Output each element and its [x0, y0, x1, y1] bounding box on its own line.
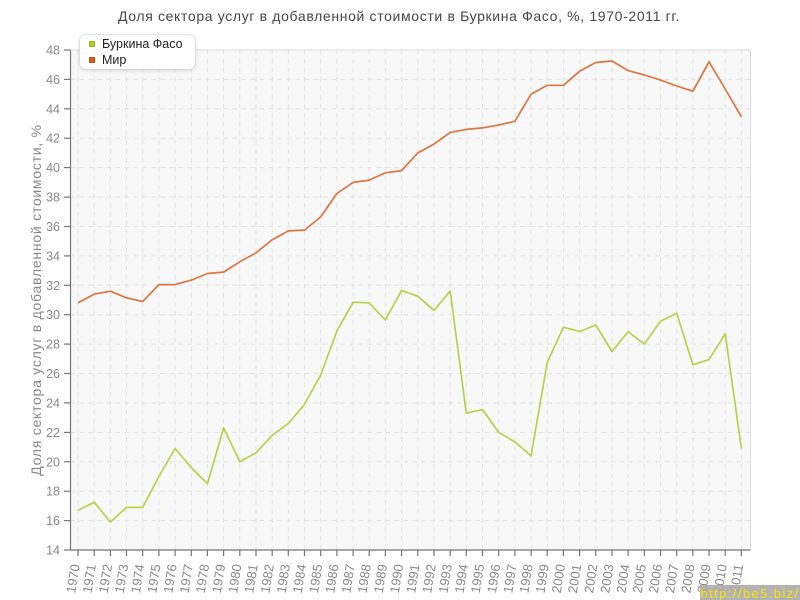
svg-text:1978: 1978 [193, 563, 212, 594]
svg-text:1970: 1970 [63, 563, 82, 594]
svg-text:2003: 2003 [597, 563, 616, 594]
svg-text:1999: 1999 [533, 563, 552, 594]
svg-text:1992: 1992 [419, 563, 438, 594]
svg-text:1986: 1986 [322, 563, 341, 594]
svg-text:1990: 1990 [387, 563, 406, 594]
svg-text:2002: 2002 [581, 563, 600, 594]
svg-text:1989: 1989 [371, 563, 390, 594]
svg-text:1980: 1980 [225, 563, 244, 594]
svg-text:44: 44 [46, 102, 60, 116]
svg-text:1972: 1972 [96, 563, 115, 594]
svg-text:38: 38 [46, 191, 60, 205]
svg-text:42: 42 [46, 132, 60, 146]
svg-text:1984: 1984 [290, 563, 309, 594]
svg-text:2007: 2007 [662, 563, 681, 594]
svg-text:32: 32 [46, 279, 60, 293]
svg-text:1975: 1975 [144, 563, 163, 594]
svg-text:40: 40 [46, 161, 60, 175]
svg-text:36: 36 [46, 220, 60, 234]
svg-text:18: 18 [46, 485, 60, 499]
svg-text:28: 28 [46, 338, 60, 352]
svg-text:1985: 1985 [306, 563, 325, 594]
svg-text:46: 46 [46, 73, 60, 87]
svg-text:2008: 2008 [678, 563, 697, 594]
svg-text:2006: 2006 [646, 563, 665, 594]
svg-text:Доля сектора услуг в добавленн: Доля сектора услуг в добавленной стоимос… [28, 124, 44, 476]
svg-text:24: 24 [46, 396, 60, 410]
svg-text:1996: 1996 [484, 563, 503, 594]
svg-text:1983: 1983 [274, 563, 293, 594]
svg-text:22: 22 [46, 426, 60, 440]
svg-text:2000: 2000 [549, 563, 568, 594]
svg-text:2004: 2004 [613, 563, 632, 594]
svg-text:1991: 1991 [403, 563, 422, 594]
svg-text:1981: 1981 [241, 563, 260, 594]
svg-text:1995: 1995 [468, 563, 487, 594]
svg-text:48: 48 [46, 44, 60, 58]
svg-text:1997: 1997 [500, 563, 519, 594]
svg-text:1987: 1987 [338, 563, 357, 594]
svg-text:1982: 1982 [258, 563, 277, 594]
svg-text:30: 30 [46, 308, 60, 322]
svg-text:1974: 1974 [128, 563, 147, 594]
svg-text:Доля сектора услуг в добавленн: Доля сектора услуг в добавленной стоимос… [118, 8, 680, 24]
svg-text:1977: 1977 [177, 563, 196, 594]
svg-text:20: 20 [46, 455, 60, 469]
svg-text:1973: 1973 [112, 563, 131, 594]
svg-text:1988: 1988 [355, 563, 374, 594]
svg-text:16: 16 [46, 514, 60, 528]
svg-text:1998: 1998 [516, 563, 535, 594]
svg-text:34: 34 [46, 249, 60, 263]
svg-text:1976: 1976 [160, 563, 179, 594]
svg-text:1993: 1993 [436, 563, 455, 594]
svg-text:14: 14 [46, 544, 60, 558]
svg-text:26: 26 [46, 367, 60, 381]
svg-text:1994: 1994 [452, 563, 471, 594]
svg-text:2001: 2001 [565, 563, 584, 594]
svg-text:1979: 1979 [209, 563, 228, 594]
svg-text:1971: 1971 [80, 563, 99, 594]
svg-text:2005: 2005 [630, 563, 649, 594]
